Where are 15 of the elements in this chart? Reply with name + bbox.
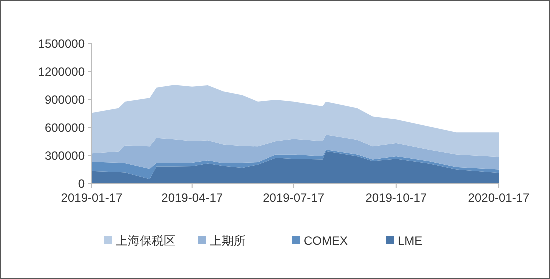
x-tick-label: 2019-10-17	[366, 191, 428, 205]
y-tick-label: 0	[78, 177, 86, 191]
x-tick-label: 2019-01-17	[61, 191, 124, 205]
y-tick-label: 1200000	[38, 65, 86, 79]
y-tick-label: 600000	[44, 121, 86, 135]
legend-label: LME	[398, 234, 423, 248]
x-tick-label: 2020-01-17	[468, 191, 530, 205]
y-tick-label: 900000	[44, 93, 86, 107]
legend-label: COMEX	[304, 234, 348, 248]
legend-label: 上海保税区	[116, 234, 176, 248]
x-tick-label: 2019-04-17	[162, 191, 224, 205]
y-tick-label: 300000	[44, 149, 86, 163]
y-tick-label: 1500000	[38, 37, 86, 51]
x-tick-label: 2019-07-17	[263, 191, 325, 205]
legend-label: 上期所	[210, 234, 246, 248]
